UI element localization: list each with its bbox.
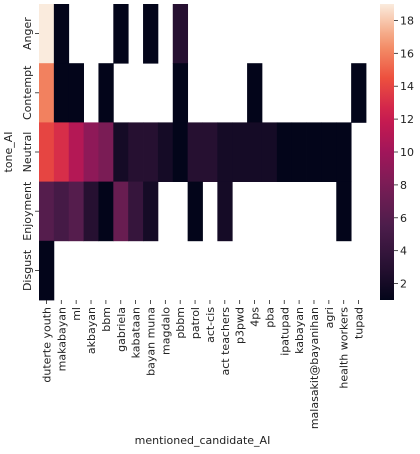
x-tick-label: ml — [70, 307, 83, 321]
heatmap-cell — [39, 240, 55, 301]
x-tick-label: makabayan — [55, 307, 68, 371]
x-tick-label: magdalo — [159, 307, 172, 355]
y-tick-label: Neutral — [21, 132, 34, 173]
colorbar — [380, 4, 394, 300]
heatmap-cell — [187, 181, 203, 242]
heatmap-cell — [53, 122, 70, 182]
heatmap-cell — [128, 122, 144, 182]
x-tick-label: kabataan — [130, 307, 143, 358]
x-tick-label: 4ps — [249, 307, 262, 327]
colorbar-tick-label: 12 — [400, 113, 414, 126]
colorbar-tick-label: 2 — [400, 278, 407, 291]
heatmap-cell — [53, 63, 70, 123]
heatmap-cell — [261, 122, 278, 182]
x-tick-label: act-cis — [204, 307, 217, 343]
heatmap-cell — [83, 181, 99, 242]
heatmap-cell — [98, 181, 114, 242]
heatmap-cell — [39, 4, 55, 64]
heatmap-cell — [68, 63, 84, 123]
x-tick-label: tupad — [353, 307, 366, 339]
x-tick-label: ipatupad — [278, 307, 291, 356]
x-tick-label: act teachers — [219, 307, 232, 376]
heatmap-cell — [39, 122, 55, 182]
heatmap-cell — [217, 122, 233, 182]
heatmap-cell — [247, 122, 263, 182]
y-axis-ticks: Anger Contempt Neutral Enjoyment Disgust — [21, 17, 39, 291]
x-tick-label: gabriela — [115, 307, 128, 352]
colorbar-tick-label: 16 — [400, 47, 414, 60]
heatmap-cell — [351, 63, 367, 123]
heatmap-cell — [321, 122, 337, 182]
x-axis-label: mentioned_candidate_AI — [135, 434, 271, 447]
heatmap-cell — [157, 122, 174, 182]
x-tick-label: malasakit@bayanihan — [308, 307, 321, 429]
heatmap-cell — [143, 181, 159, 242]
x-tick-label: pbbm — [174, 307, 187, 339]
heatmap-cell — [113, 122, 129, 182]
colorbar-tick-label: 8 — [400, 179, 407, 192]
heatmap-cell — [53, 4, 70, 64]
y-tick-label: Disgust — [21, 249, 34, 291]
x-tick-label: health workers — [338, 307, 351, 389]
x-tick-label: bbm — [100, 307, 113, 332]
y-tick-label: Anger — [21, 17, 34, 50]
y-tick-label: Contempt — [21, 65, 34, 120]
heatmap-cell — [53, 181, 70, 242]
y-tick-label: Enjoyment — [21, 181, 34, 241]
heatmap-cell — [187, 122, 203, 182]
heatmap-cell — [113, 181, 129, 242]
heatmap-cell — [68, 181, 84, 242]
colorbar-tick-label: 18 — [400, 14, 414, 27]
x-tick-label: agri — [323, 307, 336, 328]
heatmap-cell — [336, 181, 352, 242]
heatmap-cell — [83, 122, 99, 182]
colorbar-tick-label: 14 — [400, 80, 414, 93]
heatmap-cell — [172, 63, 189, 123]
x-axis-ticks: duterte youth makabayan ml akbayan bbm gabrie… — [40, 300, 366, 429]
colorbar-ticks: 2 4 6 8 10 12 14 16 18 — [394, 14, 414, 291]
heatmap-cell — [172, 4, 189, 64]
heatmap-cell — [232, 122, 248, 182]
heatmap-cell — [143, 122, 159, 182]
heatmap-cell — [172, 122, 189, 182]
x-tick-label: duterte youth — [40, 307, 53, 383]
colorbar-tick-label: 6 — [400, 212, 407, 225]
x-tick-label: kabayan — [293, 307, 306, 354]
heatmap-cell — [143, 4, 159, 64]
heatmap-cell — [98, 63, 114, 123]
heatmap-cell — [39, 63, 55, 123]
heatmap-cell — [306, 122, 322, 182]
heatmap-cells — [39, 4, 367, 301]
x-tick-label: patrol — [189, 307, 202, 339]
y-axis-label: tone_AI — [2, 131, 15, 172]
heatmap-cell — [128, 181, 144, 242]
x-tick-label: akbayan — [85, 307, 98, 354]
heatmap-cell — [247, 63, 263, 123]
heatmap-cell — [68, 122, 84, 182]
heatmap-cell — [217, 181, 233, 242]
heatmap-cell — [113, 4, 129, 64]
heatmap-cell — [39, 181, 55, 242]
colorbar-tick-label: 10 — [400, 146, 414, 159]
x-tick-label: p3pwd — [234, 307, 247, 344]
heatmap-cell — [336, 122, 352, 182]
x-tick-label: bayan muna — [144, 307, 157, 376]
heatmap-cell — [202, 122, 218, 182]
heatmap-cell — [291, 122, 307, 182]
colorbar-tick-label: 4 — [400, 245, 407, 258]
heatmap-cell — [98, 122, 114, 182]
heatmap-cell — [276, 122, 293, 182]
x-tick-label: pba — [263, 307, 276, 328]
